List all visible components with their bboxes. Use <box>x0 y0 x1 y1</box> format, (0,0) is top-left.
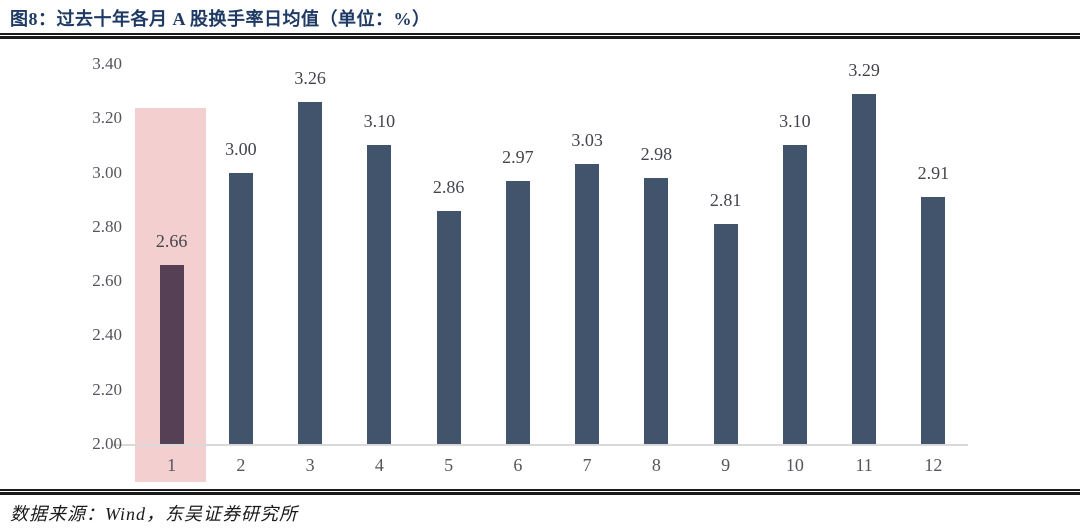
y-tick-label: 2.60 <box>92 271 122 291</box>
bar-month-8 <box>644 178 669 444</box>
x-tick-label: 3 <box>305 455 315 475</box>
bar-month-4 <box>367 145 392 444</box>
x-tick-label: 5 <box>444 455 454 475</box>
bar-value-label: 2.97 <box>502 146 534 167</box>
bar-value-label: 3.03 <box>571 130 603 151</box>
bar-month-10 <box>782 145 807 444</box>
x-tick-label: 11 <box>855 455 873 475</box>
bar-value-label: 2.86 <box>432 176 465 197</box>
source-note: 数据来源：Wind，东吴证券研究所 <box>10 504 299 524</box>
bottom-rule <box>0 489 1080 495</box>
x-tick-label: 10 <box>785 455 804 475</box>
bar-value-label: 3.10 <box>779 111 811 132</box>
bar-month-9 <box>713 224 738 444</box>
bar-month-12 <box>921 197 946 444</box>
bar-month-1 <box>159 264 184 444</box>
y-tick-label: 2.20 <box>92 379 122 399</box>
bar-value-label: 2.81 <box>709 190 742 211</box>
bar-value-label: 3.26 <box>294 68 326 88</box>
bar-value-label: 3.00 <box>225 138 257 159</box>
x-tick-label: 8 <box>651 455 661 475</box>
bar-month-7 <box>575 164 600 444</box>
bar-month-11 <box>852 93 877 444</box>
figure-title: 图8：过去十年各月 A 股换手率日均值（单位：%） <box>10 9 431 29</box>
bar-value-label: 2.66 <box>155 230 188 251</box>
y-tick-label: 2.00 <box>92 434 122 453</box>
bar-value-label: 2.98 <box>640 144 673 164</box>
bar-value-label: 2.91 <box>917 163 950 183</box>
y-tick-label: 3.40 <box>92 54 122 73</box>
x-axis-line <box>112 444 968 446</box>
bar-month-3 <box>298 102 323 444</box>
bar-value-label: 3.10 <box>363 111 396 132</box>
x-tick-label: 9 <box>721 455 731 475</box>
x-tick-label: 2 <box>236 455 246 475</box>
top-rule <box>0 33 1080 39</box>
x-tick-label: 12 <box>924 455 943 475</box>
y-tick-label: 2.40 <box>92 325 122 345</box>
x-tick-label: 1 <box>167 455 177 475</box>
bar-chart: 2.00 2.20 2.40 2.60 2.80 3.00 3.20 3.40 2.66 1 3.0… <box>0 40 1080 488</box>
x-tick-label: 6 <box>513 455 523 475</box>
y-tick-label: 3.00 <box>92 162 122 182</box>
bar-month-6 <box>505 180 530 444</box>
x-tick-label: 7 <box>582 455 592 475</box>
y-tick-label: 3.20 <box>92 108 122 128</box>
bar-value-label: 3.29 <box>848 59 880 80</box>
bar-month-5 <box>436 210 461 444</box>
x-tick-label: 4 <box>374 455 384 475</box>
y-tick-label: 2.80 <box>92 216 122 236</box>
bar-month-2 <box>228 172 253 444</box>
